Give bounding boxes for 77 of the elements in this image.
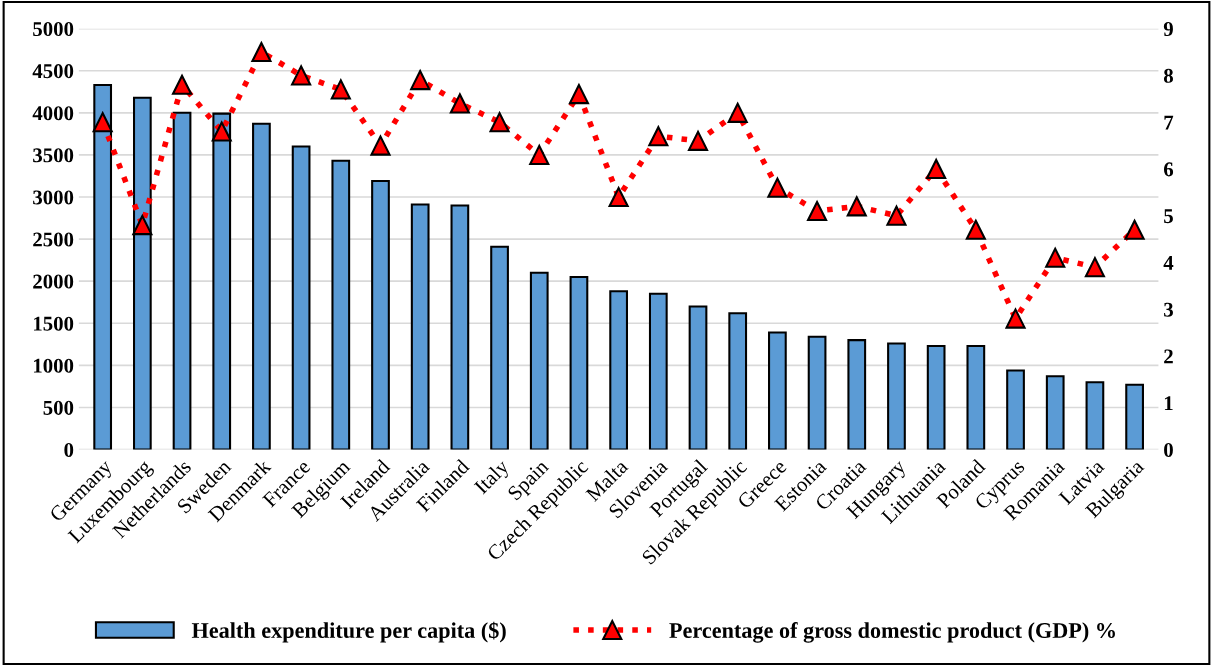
bar [926, 344, 946, 450]
y-tick-label: 1500 [33, 316, 74, 331]
y-tick-label: 3500 [33, 148, 74, 163]
y-tick-label: 5000 [33, 22, 74, 37]
point [410, 70, 431, 91]
point [92, 112, 113, 133]
bar [371, 179, 390, 450]
bar [609, 290, 628, 450]
bar [728, 312, 748, 450]
bar [1045, 375, 1065, 450]
y2-tick-label: 1 [1164, 396, 1173, 411]
point [687, 130, 709, 151]
y-tick-label: 2500 [33, 232, 74, 247]
point [846, 196, 867, 217]
bar [291, 145, 311, 450]
point [370, 135, 391, 156]
bar [887, 342, 906, 450]
bar [847, 339, 867, 450]
point [132, 215, 153, 236]
y2-tick-label: 7 [1164, 115, 1174, 130]
point [608, 186, 629, 208]
bar [1085, 381, 1105, 450]
bar [569, 275, 589, 450]
point [489, 112, 510, 133]
y2-tick-label: 4 [1163, 255, 1174, 270]
legend-label: Health expenditure per capita ($) [191, 621, 506, 643]
point [211, 121, 232, 142]
y-tick-label: 500 [43, 400, 74, 415]
bar [966, 344, 986, 450]
point [1124, 219, 1145, 240]
bar [490, 245, 509, 450]
y-tick-label: 0 [64, 442, 74, 457]
point [291, 65, 312, 86]
bar [688, 305, 708, 450]
point [1084, 257, 1105, 278]
point [965, 219, 986, 240]
bar [450, 204, 470, 450]
point [330, 79, 351, 100]
point [1045, 247, 1066, 268]
bar [807, 335, 827, 450]
point [171, 74, 193, 95]
bar [331, 159, 351, 450]
y-tick-label: 4000 [32, 106, 74, 121]
y2-tick-label: 0 [1164, 442, 1173, 457]
bar [1125, 383, 1144, 450]
point [727, 102, 748, 123]
legend-label: Percentage of gross domestic product (GDP) % [669, 622, 1115, 643]
point [807, 200, 828, 222]
point [251, 41, 272, 63]
y-tick-label: 4500 [32, 64, 74, 79]
bar [768, 331, 787, 450]
y2-tick-label: 9 [1163, 22, 1173, 37]
y-tick-label: 3000 [33, 190, 74, 205]
y2-tick-label: 5 [1164, 209, 1173, 224]
y-tick-label: 1000 [33, 358, 74, 373]
point [886, 205, 907, 226]
y2-tick-label: 2 [1164, 349, 1173, 364]
y2-tick-label: 3 [1164, 302, 1173, 317]
bar [648, 292, 668, 450]
bar [172, 111, 192, 450]
y-tick-label: 2000 [33, 274, 74, 289]
y2-tick-label: 6 [1163, 162, 1174, 177]
bar [212, 112, 232, 450]
point [568, 84, 590, 105]
bar [93, 84, 113, 450]
bar [410, 203, 430, 450]
bar [529, 271, 549, 450]
y2-tick-label: 8 [1163, 68, 1173, 83]
point [648, 126, 669, 147]
point [926, 158, 947, 180]
bar [1006, 369, 1025, 450]
point [767, 177, 788, 198]
bar [252, 122, 271, 450]
bar [132, 96, 152, 450]
point [449, 93, 470, 114]
point [529, 144, 550, 165]
point [1005, 308, 1026, 329]
